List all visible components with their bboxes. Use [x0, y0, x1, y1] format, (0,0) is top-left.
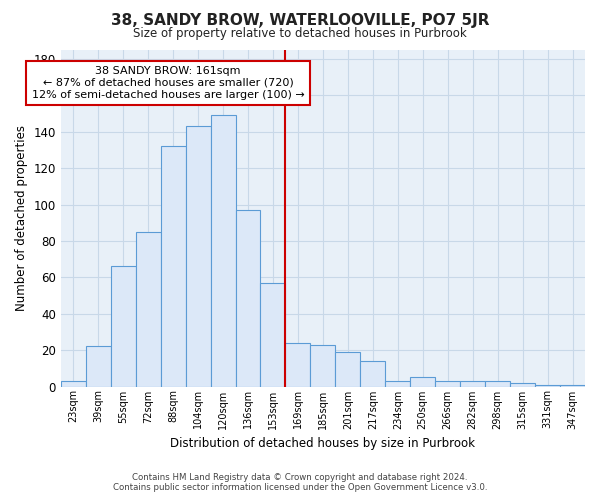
- Bar: [510, 383, 535, 386]
- Bar: [286, 343, 310, 386]
- Bar: [61, 381, 86, 386]
- Bar: [136, 232, 161, 386]
- Bar: [335, 352, 361, 386]
- Bar: [385, 381, 410, 386]
- Bar: [310, 344, 335, 387]
- Bar: [485, 381, 510, 386]
- Bar: [435, 381, 460, 386]
- Bar: [361, 361, 385, 386]
- Bar: [236, 210, 260, 386]
- Bar: [185, 126, 211, 386]
- Text: 38 SANDY BROW: 161sqm
← 87% of detached houses are smaller (720)
12% of semi-det: 38 SANDY BROW: 161sqm ← 87% of detached …: [32, 66, 305, 100]
- Y-axis label: Number of detached properties: Number of detached properties: [15, 126, 28, 312]
- Text: 38, SANDY BROW, WATERLOOVILLE, PO7 5JR: 38, SANDY BROW, WATERLOOVILLE, PO7 5JR: [111, 12, 489, 28]
- Bar: [560, 384, 585, 386]
- Text: Contains HM Land Registry data © Crown copyright and database right 2024.
Contai: Contains HM Land Registry data © Crown c…: [113, 473, 487, 492]
- Bar: [535, 384, 560, 386]
- Bar: [86, 346, 111, 387]
- Bar: [260, 283, 286, 387]
- Bar: [211, 116, 236, 386]
- Bar: [410, 378, 435, 386]
- Text: Size of property relative to detached houses in Purbrook: Size of property relative to detached ho…: [133, 28, 467, 40]
- Bar: [161, 146, 185, 386]
- Bar: [460, 381, 485, 386]
- X-axis label: Distribution of detached houses by size in Purbrook: Distribution of detached houses by size …: [170, 437, 475, 450]
- Bar: [111, 266, 136, 386]
